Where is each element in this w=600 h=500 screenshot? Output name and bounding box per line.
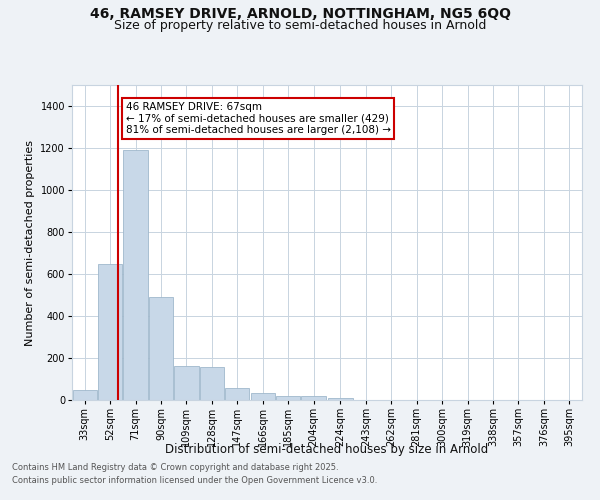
Text: Size of property relative to semi-detached houses in Arnold: Size of property relative to semi-detach…: [114, 19, 486, 32]
Text: 46, RAMSEY DRIVE, ARNOLD, NOTTINGHAM, NG5 6QQ: 46, RAMSEY DRIVE, ARNOLD, NOTTINGHAM, NG…: [89, 8, 511, 22]
Text: 46 RAMSEY DRIVE: 67sqm
← 17% of semi-detached houses are smaller (429)
81% of se: 46 RAMSEY DRIVE: 67sqm ← 17% of semi-det…: [125, 102, 391, 135]
Bar: [149, 297, 173, 400]
Text: Distribution of semi-detached houses by size in Arnold: Distribution of semi-detached houses by …: [166, 442, 488, 456]
Text: Contains HM Land Registry data © Crown copyright and database right 2025.: Contains HM Land Registry data © Crown c…: [12, 464, 338, 472]
Bar: [328, 398, 353, 400]
Bar: [98, 264, 122, 400]
Bar: [124, 150, 148, 400]
Y-axis label: Number of semi-detached properties: Number of semi-detached properties: [25, 140, 35, 346]
Text: Contains public sector information licensed under the Open Government Licence v3: Contains public sector information licen…: [12, 476, 377, 485]
Bar: [251, 392, 275, 400]
Bar: [73, 390, 97, 400]
Bar: [301, 396, 326, 400]
Bar: [276, 396, 301, 400]
Bar: [225, 388, 250, 400]
Bar: [174, 366, 199, 400]
Bar: [200, 368, 224, 400]
